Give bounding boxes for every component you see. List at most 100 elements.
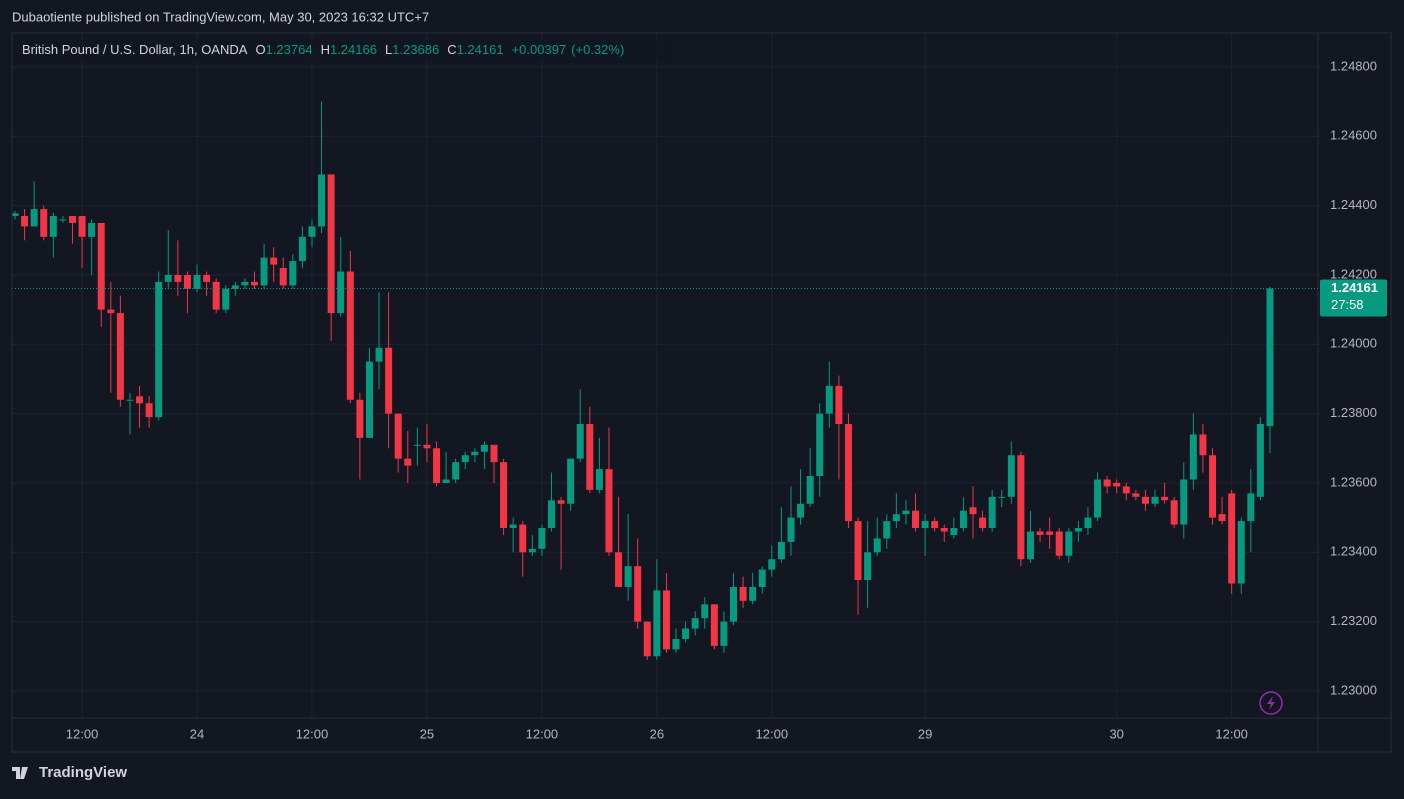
candle-body xyxy=(538,528,546,549)
candle-body xyxy=(959,510,967,529)
candle-body xyxy=(471,451,479,456)
candle-body xyxy=(1189,434,1197,480)
candle-body xyxy=(346,271,354,400)
low-value: 1.23686 xyxy=(392,42,439,57)
candle-body xyxy=(78,216,86,237)
candle-body xyxy=(950,528,958,535)
y-tick-label: 1.23600 xyxy=(1330,474,1377,489)
candle-body xyxy=(806,476,814,504)
candle-body xyxy=(327,174,335,314)
candle-body xyxy=(260,257,268,286)
candle-body xyxy=(883,521,891,539)
candle-body xyxy=(701,604,709,619)
candle-body xyxy=(318,174,326,227)
x-tick-label: 12:00 xyxy=(526,726,559,741)
x-tick-label: 26 xyxy=(650,726,664,741)
candle-body xyxy=(40,209,48,237)
x-tick-label: 12:00 xyxy=(296,726,329,741)
candle-body xyxy=(452,462,460,480)
candle-body xyxy=(519,524,527,553)
candle-body xyxy=(749,586,757,601)
candle-body xyxy=(433,448,441,483)
candle-body xyxy=(356,399,364,438)
candle-body xyxy=(969,507,977,515)
y-tick-label: 1.24000 xyxy=(1330,336,1377,351)
candle-body xyxy=(394,413,402,459)
published-info: Dubaotiente published on TradingView.com… xyxy=(12,9,429,24)
candle-body xyxy=(528,548,536,553)
candle-body xyxy=(1007,455,1015,497)
y-tick-label: 1.23800 xyxy=(1330,405,1377,420)
candle-body xyxy=(768,559,776,570)
candle-body xyxy=(1026,531,1034,560)
alert-bolt xyxy=(1267,696,1275,710)
x-tick-label: 12:00 xyxy=(756,726,789,741)
candle-body xyxy=(97,222,105,310)
price-badge-value: 1.24161 xyxy=(1331,280,1378,295)
change-percent: (+0.32%) xyxy=(571,42,624,57)
candle-body xyxy=(500,462,508,529)
candle-body xyxy=(1132,493,1140,497)
candle-body xyxy=(892,514,900,522)
candle-body xyxy=(624,566,632,587)
candle-body xyxy=(595,469,603,490)
candle-body xyxy=(136,396,144,404)
candle-body xyxy=(912,510,920,529)
candle-body xyxy=(998,496,1006,498)
candle-body xyxy=(222,288,230,310)
x-tick-label: 12:00 xyxy=(66,726,99,741)
candle-body xyxy=(797,503,805,518)
candles xyxy=(11,101,1318,660)
candle-body xyxy=(844,424,852,522)
legend-backdrop xyxy=(16,40,676,62)
candle-body xyxy=(385,347,393,414)
candle-body xyxy=(605,469,613,553)
candle-body xyxy=(193,274,201,289)
candle-body xyxy=(203,274,211,282)
candle-body xyxy=(490,444,498,463)
x-tick-label: 12:00 xyxy=(1215,726,1248,741)
candle-body xyxy=(155,281,163,418)
y-tick-label: 1.23200 xyxy=(1330,613,1377,628)
candle-body xyxy=(825,385,833,414)
candle-body xyxy=(461,455,469,463)
candle-body xyxy=(1122,486,1130,494)
y-tick-label: 1.24400 xyxy=(1330,197,1377,212)
candle-body xyxy=(59,219,67,221)
symbol-legend: British Pound / U.S. Dollar, 1h, OANDA O1… xyxy=(22,42,624,57)
candle-body xyxy=(586,424,594,490)
brand-logo[interactable]: TradingView xyxy=(12,764,127,781)
candle-body xyxy=(11,213,19,217)
candle-body xyxy=(758,569,766,587)
candle-body xyxy=(931,521,939,529)
candle-body xyxy=(145,403,153,418)
alert-circle xyxy=(1259,691,1283,715)
high-value: 1.24166 xyxy=(330,42,377,57)
x-tick-label: 29 xyxy=(918,726,932,741)
candle-body xyxy=(816,413,824,477)
candle-body xyxy=(1228,493,1236,584)
candle-body xyxy=(480,444,488,452)
y-tick-label: 1.23000 xyxy=(1330,682,1377,697)
candle-body xyxy=(183,274,191,289)
open-value: 1.23764 xyxy=(266,42,313,57)
candle-body xyxy=(557,500,565,504)
candle-body xyxy=(1199,434,1207,456)
candle-body xyxy=(49,216,57,237)
alert-icon[interactable] xyxy=(1259,691,1283,715)
grid xyxy=(12,33,1318,718)
y-tick-label: 1.24200 xyxy=(1330,266,1377,281)
candle-body xyxy=(1103,479,1111,487)
x-tick-label: 30 xyxy=(1109,726,1123,741)
candle-body xyxy=(1046,531,1054,535)
candle-body xyxy=(30,209,38,227)
candle-body xyxy=(126,399,134,401)
candle-body xyxy=(1266,288,1274,427)
candle-body xyxy=(231,285,239,289)
candle-body xyxy=(921,521,929,529)
candle-body xyxy=(404,458,412,466)
candle-body xyxy=(787,517,795,542)
candle-body xyxy=(1055,531,1063,556)
